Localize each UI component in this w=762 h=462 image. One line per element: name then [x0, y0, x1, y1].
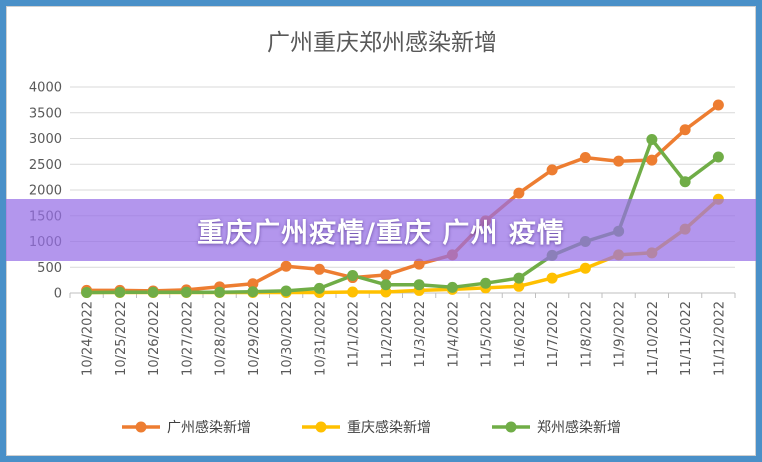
x-tick-label: 10/31/2022 — [313, 301, 328, 376]
data-point — [646, 134, 658, 146]
y-tick-label: 0 — [54, 287, 62, 302]
data-point — [313, 263, 325, 275]
series-points — [81, 99, 724, 298]
x-tick-label: 11/2/2022 — [380, 301, 395, 368]
data-point — [380, 279, 392, 291]
data-point — [247, 286, 259, 298]
x-tick-label: 10/25/2022 — [114, 301, 129, 376]
data-point — [180, 286, 192, 298]
x-tick-label: 11/9/2022 — [613, 301, 628, 368]
y-tick-label: 3000 — [29, 132, 62, 147]
overlay-banner-text: 重庆广州疫情/重庆 广州 疫情 — [197, 217, 565, 249]
y-tick-label: 2500 — [29, 158, 62, 173]
x-tick-label: 10/30/2022 — [280, 301, 295, 376]
x-tick-label: 11/8/2022 — [579, 301, 594, 368]
legend-label: 广州感染新增 — [167, 419, 251, 436]
legend: 广州感染新增 重庆感染新增 郑州感染新增 — [122, 419, 621, 436]
data-point — [81, 286, 93, 298]
x-tick-label: 11/10/2022 — [646, 301, 661, 376]
data-point — [546, 164, 558, 176]
chart-title: 广州重庆郑州感染新增 — [267, 30, 497, 56]
legend-label: 郑州感染新增 — [537, 419, 621, 436]
y-tick-label: 3500 — [29, 106, 62, 121]
data-point — [712, 99, 724, 111]
x-tick-label: 11/7/2022 — [546, 301, 561, 368]
data-point — [214, 286, 226, 298]
data-point — [347, 269, 359, 281]
y-axis-ticks: 05001000150020002500300035004000 — [29, 81, 62, 302]
series-line-1 — [86, 103, 720, 293]
legend-marker — [505, 421, 517, 433]
legend-marker — [135, 421, 147, 433]
x-tick-label: 11/4/2022 — [446, 301, 461, 368]
data-point — [613, 155, 625, 167]
data-point — [646, 154, 658, 166]
y-tick-label: 500 — [37, 261, 62, 276]
x-tick-label: 11/11/2022 — [679, 301, 694, 376]
data-point — [147, 286, 159, 298]
data-point — [313, 282, 325, 294]
data-point — [480, 277, 492, 289]
data-point — [579, 262, 591, 274]
data-point — [679, 124, 691, 136]
x-tick-label: 11/6/2022 — [513, 301, 528, 368]
legend-label: 重庆感染新增 — [347, 419, 431, 436]
x-tick-label: 11/5/2022 — [480, 301, 495, 368]
x-tick-label: 11/3/2022 — [413, 301, 428, 368]
x-tick-label: 11/1/2022 — [347, 301, 362, 368]
data-point — [513, 272, 525, 284]
data-point — [513, 280, 525, 292]
x-tick-label: 11/12/2022 — [712, 301, 727, 376]
data-point — [513, 187, 525, 199]
data-point — [280, 260, 292, 272]
data-point — [712, 151, 724, 163]
data-point — [446, 281, 458, 293]
data-point — [347, 286, 359, 298]
x-tick-label: 10/27/2022 — [180, 301, 195, 376]
data-point — [579, 152, 591, 164]
data-point — [546, 272, 558, 284]
data-point — [413, 279, 425, 291]
overlay-banner: 重庆广州疫情/重庆 广州 疫情 — [6, 199, 756, 261]
data-point — [380, 269, 392, 281]
x-tick-label: 10/24/2022 — [81, 301, 96, 376]
x-tick-label: 10/26/2022 — [147, 301, 162, 376]
x-tick-label: 10/28/2022 — [214, 301, 229, 376]
data-point — [280, 285, 292, 297]
y-tick-label: 2000 — [29, 184, 62, 199]
legend-marker — [315, 421, 327, 433]
y-tick-label: 4000 — [29, 81, 62, 96]
x-axis-ticks: 10/24/2022 10/25/2022 10/26/2022 10/27/2022… — [69, 293, 736, 376]
data-point — [114, 286, 126, 298]
data-point — [247, 278, 259, 290]
data-point — [679, 176, 691, 188]
data-point — [413, 258, 425, 270]
x-tick-label: 10/29/2022 — [247, 301, 262, 376]
